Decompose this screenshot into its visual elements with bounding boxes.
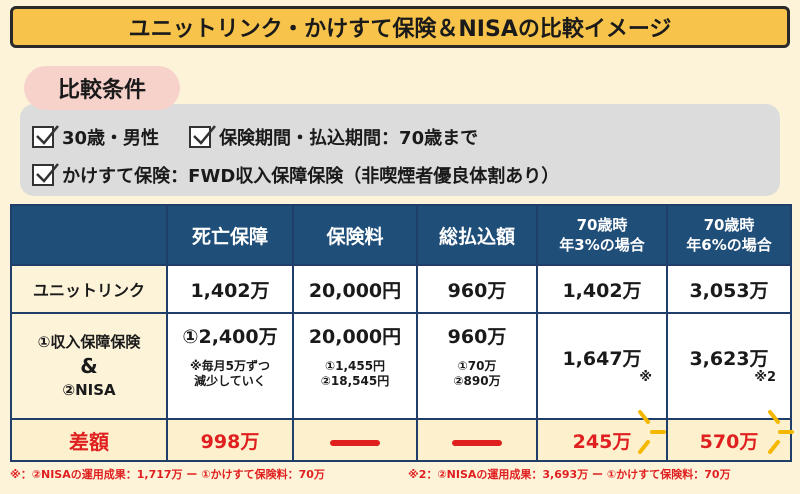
condition-item: 30歳・男性 [32, 124, 159, 150]
col-header-death-benefit: 死亡保障 [166, 204, 294, 266]
cell-70-6pct: 3,623万 ※2 [666, 312, 792, 420]
footnote-2: ※2：②NISAの運用成果：3,693万 ー ①かけすて保険料：70万 [408, 468, 731, 481]
row-label-amp: & [80, 354, 98, 378]
table-row-unit-link: ユニットリンク 1,402万 20,000円 960万 1,402万 3,053… [10, 264, 792, 314]
col-header-70-3pct: 70歳時 年3%の場合 [536, 204, 668, 266]
cell-note-mark: ※2 [754, 370, 776, 385]
cell-diff-value: 245万 [536, 418, 668, 462]
checkbox-checked-icon [189, 125, 217, 148]
col-header-70-6pct: 70歳時 年6%の場合 [666, 204, 792, 266]
checkbox-checked-icon [32, 163, 59, 186]
cell-note: ※毎月5万ずつ [189, 359, 271, 373]
cell-value: 960万 [447, 326, 507, 348]
cell-diff-none [416, 418, 538, 462]
row-label-unit-link: ユニットリンク [10, 264, 168, 314]
cell-value: 20,000円 [308, 326, 402, 348]
cell-diff-value: 570万 [666, 418, 792, 462]
table-corner-cell [10, 204, 168, 266]
row-label-line: ①収入保障保険 [37, 333, 141, 351]
sparkle-icon [768, 410, 794, 454]
cell-diff-none [292, 418, 418, 462]
cell-70-3pct: 1,647万 ※ [536, 312, 668, 420]
table-row-insurance-nisa: ①収入保障保険 & ②NISA ①2,400万 ※毎月5万ずつ 減少していく 2… [10, 312, 792, 420]
page-title: ユニットリンク・かけすて保険＆NISAの比較イメージ [10, 6, 790, 48]
sparkle-icon [638, 410, 666, 454]
col-header-total-paid: 総払込額 [416, 204, 538, 266]
condition-item: かけすて保険：FWD収入保障保険（非喫煙者優良体割あり） [32, 162, 559, 188]
cell-note-mark: ※ [639, 370, 652, 385]
footnote-1: ※：②NISAの運用成果：1,717万 ー ①かけすて保険料：70万 [10, 468, 325, 481]
conditions-panel [20, 104, 780, 196]
cell-note: ②18,545円 [320, 374, 390, 388]
cell-value: 3,053万 [666, 264, 792, 314]
checkbox-checked-icon [32, 125, 59, 148]
row-label-difference: 差額 [10, 418, 168, 462]
cell-value: 1,647万 [562, 348, 642, 370]
condition-text: 保険期間・払込期間：70歳まで [219, 128, 479, 149]
cell-diff-value: 998万 [166, 418, 294, 462]
dash-mark [330, 439, 380, 446]
cell-value: 1,402万 [166, 264, 294, 314]
cell-value: 1,402万 [536, 264, 668, 314]
header-text: 70歳時 年6%の場合 [686, 216, 772, 254]
cell-note: ①70万 [457, 359, 497, 373]
cell-death-benefit: ①2,400万 ※毎月5万ずつ 減少していく [166, 312, 294, 420]
cell-note: ②890万 [453, 374, 501, 388]
comparison-table: 死亡保障 保険料 総払込額 70歳時 年3%の場合 70歳時 年6%の場合 ユニ… [10, 204, 792, 462]
cell-total-paid: 960万 ①70万 ②890万 [416, 312, 538, 420]
dash-mark [452, 439, 502, 446]
col-header-premium: 保険料 [292, 204, 418, 266]
cell-value: 20,000円 [292, 264, 418, 314]
condition-text: 30歳・男性 [62, 128, 160, 149]
cell-value: ①2,400万 [182, 326, 278, 348]
table-header-row: 死亡保障 保険料 総払込額 70歳時 年3%の場合 70歳時 年6%の場合 [10, 204, 792, 266]
row-label-insurance-nisa: ①収入保障保険 & ②NISA [10, 312, 168, 420]
cell-value: 3,623万 [689, 348, 769, 370]
cell-note: 減少していく [194, 374, 266, 388]
row-label-line: ②NISA [62, 381, 116, 399]
table-row-difference: 差額 998万 245万 570万 [10, 418, 792, 462]
cell-value: 960万 [416, 264, 538, 314]
condition-item: 保険期間・払込期間：70歳まで [189, 124, 478, 150]
cell-premium: 20,000円 ①1,455円 ②18,545円 [292, 312, 418, 420]
condition-text: かけすて保険：FWD収入保障保険（非喫煙者優良体割あり） [62, 166, 560, 187]
conditions-line-1: 30歳・男性 保険期間・払込期間：70歳まで [32, 124, 508, 150]
conditions-line-2: かけすて保険：FWD収入保障保険（非喫煙者優良体割あり） [32, 162, 589, 188]
header-text: 70歳時 年3%の場合 [559, 216, 645, 254]
cell-note: ①1,455円 [324, 359, 386, 373]
conditions-label: 比較条件 [24, 66, 180, 110]
